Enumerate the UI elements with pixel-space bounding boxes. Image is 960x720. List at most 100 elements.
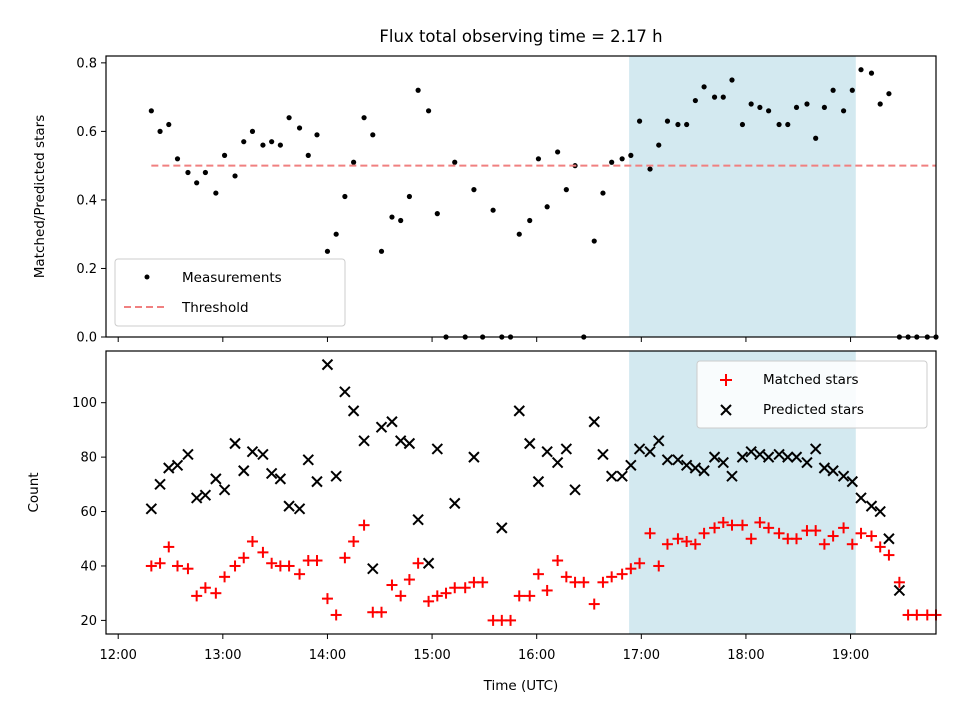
predicted-point-b xyxy=(367,562,379,575)
measurement-point xyxy=(425,108,432,114)
y-tick-label: 60 xyxy=(80,505,97,520)
measurement-point xyxy=(868,70,875,76)
predicted-point-b xyxy=(302,454,314,466)
measurement-point xyxy=(527,217,533,224)
measurement-point xyxy=(378,248,385,254)
predicted-point xyxy=(468,451,480,463)
predicted-point-b xyxy=(773,448,785,461)
predicted-point xyxy=(422,557,435,569)
matched-point xyxy=(412,557,424,569)
predicted-point xyxy=(541,445,553,458)
predicted-point xyxy=(855,492,867,504)
predicted-point-b xyxy=(265,467,278,480)
y-tick-label: 0.4 xyxy=(76,193,97,208)
predicted-point xyxy=(837,470,850,482)
top-plot-frame xyxy=(105,55,937,338)
predicted-point xyxy=(171,459,184,471)
predicted-point xyxy=(154,478,166,491)
predicted-point-b xyxy=(218,484,231,496)
matched-point xyxy=(532,568,544,580)
predicted-point xyxy=(644,445,656,458)
predicted-point xyxy=(302,454,314,466)
x-tick-label: 14:00 xyxy=(309,648,346,663)
matched-point xyxy=(661,538,673,550)
matched-point xyxy=(726,519,738,531)
matched-point xyxy=(477,576,489,588)
predicted-point xyxy=(773,448,785,461)
matched-point xyxy=(689,538,701,550)
matched-point xyxy=(681,535,693,547)
matched-point xyxy=(505,614,517,626)
predicted-point-b xyxy=(698,465,710,477)
measurement-point xyxy=(471,187,477,193)
matched-point xyxy=(191,590,203,602)
predicted-point xyxy=(874,505,886,518)
predicted-point-b xyxy=(588,416,600,428)
measurement-point xyxy=(324,248,331,254)
predicted-point xyxy=(403,437,416,450)
predicted-point-b xyxy=(782,451,794,463)
measurement-point xyxy=(166,121,172,128)
x-tick-label: 13:00 xyxy=(204,648,241,663)
matched-point xyxy=(625,563,637,575)
predicted-point-b xyxy=(762,451,775,463)
measurement-point xyxy=(813,135,819,141)
measurement-point xyxy=(675,121,681,128)
measurement-point xyxy=(535,156,542,162)
measurement-point xyxy=(174,156,181,162)
legend-plus-marker xyxy=(720,374,732,386)
measurement-point xyxy=(656,142,662,148)
predicted-point xyxy=(625,459,637,471)
predicted-point xyxy=(163,462,175,474)
measurement-point xyxy=(185,169,191,176)
matched-point xyxy=(210,587,222,599)
matched-point xyxy=(182,563,194,575)
matched-point xyxy=(257,546,269,558)
measurement-point xyxy=(664,118,671,124)
predicted-point xyxy=(801,456,813,469)
matched-point xyxy=(163,541,175,553)
matched-point xyxy=(395,590,407,602)
predicted-point-b xyxy=(347,405,360,417)
predicted-point xyxy=(846,475,859,488)
predicted-point-b xyxy=(865,500,878,512)
predicted-point-b xyxy=(422,557,435,569)
matched-point xyxy=(763,522,775,534)
predicted-point xyxy=(394,435,407,447)
matched-point xyxy=(238,552,250,564)
predicted-point-b xyxy=(708,451,721,463)
measurement-point xyxy=(821,104,828,111)
predicted-point-b xyxy=(837,470,850,482)
matched-point xyxy=(846,538,858,550)
predicted-point xyxy=(311,475,323,488)
predicted-point-b xyxy=(893,584,906,597)
matched-point xyxy=(560,571,572,583)
predicted-point xyxy=(321,358,334,371)
predicted-point-b xyxy=(644,445,656,458)
predicted-point xyxy=(588,416,600,428)
predicted-point xyxy=(569,484,581,496)
predicted-point-b xyxy=(394,435,407,447)
predicted-point-b xyxy=(846,475,859,488)
predicted-point-b xyxy=(726,470,738,482)
bottom-y-axis: 20 40 60 80 100 xyxy=(72,396,106,629)
matched-point xyxy=(358,519,370,531)
predicted-point-b xyxy=(375,421,388,433)
predicted-point-b xyxy=(412,514,424,526)
predicted-point xyxy=(293,503,306,515)
matched-point xyxy=(386,579,398,591)
matched-point xyxy=(597,576,609,588)
predicted-point xyxy=(661,454,674,466)
predicted-point-b xyxy=(560,443,573,455)
matched-point xyxy=(606,571,618,583)
predicted-point-b xyxy=(541,445,553,458)
matched-point xyxy=(827,530,839,542)
legend-label-matched: Matched stars xyxy=(763,372,859,388)
predicted-point xyxy=(551,456,564,469)
measurement-point xyxy=(490,207,496,213)
predicted-point xyxy=(708,451,721,463)
predicted-point-b xyxy=(633,443,646,455)
predicted-point xyxy=(513,405,525,417)
predicted-point-b xyxy=(145,503,158,515)
